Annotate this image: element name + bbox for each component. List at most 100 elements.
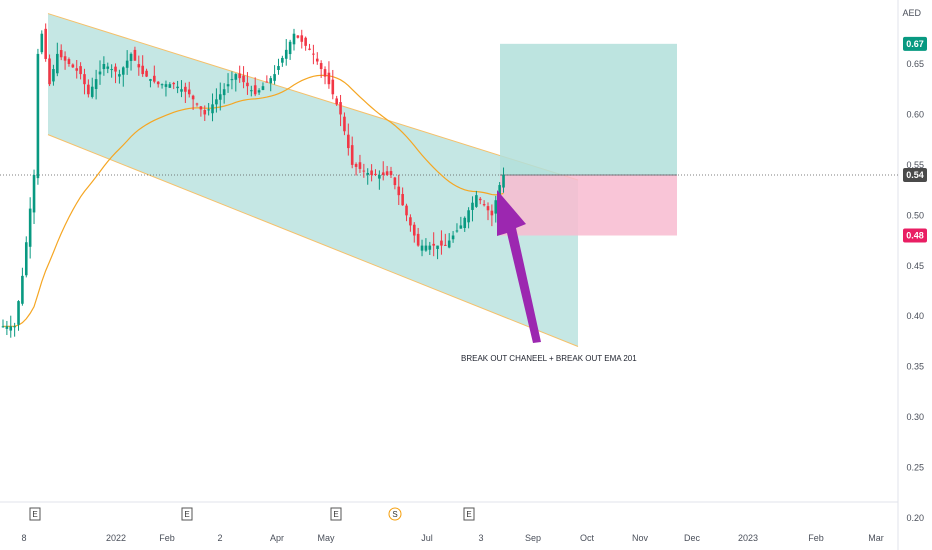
- candle-body[interactable]: [191, 95, 195, 100]
- candle-body[interactable]: [463, 217, 467, 228]
- candle-body[interactable]: [234, 74, 238, 80]
- candle-body[interactable]: [354, 164, 358, 167]
- candle-body[interactable]: [432, 243, 435, 246]
- candle-body[interactable]: [129, 53, 133, 61]
- candle-body[interactable]: [428, 245, 432, 250]
- candle-body[interactable]: [475, 195, 478, 207]
- candle-body[interactable]: [83, 74, 86, 85]
- candle-body[interactable]: [412, 224, 416, 236]
- candle-body[interactable]: [300, 35, 304, 42]
- candle-body[interactable]: [133, 49, 137, 61]
- candle-body[interactable]: [52, 69, 55, 82]
- candle-body[interactable]: [207, 109, 210, 111]
- candle-body[interactable]: [32, 174, 36, 213]
- candle-body[interactable]: [98, 71, 102, 75]
- candle-body[interactable]: [393, 177, 397, 186]
- candle-body[interactable]: [160, 84, 164, 86]
- breakout-arrow[interactable]: [497, 190, 541, 343]
- candle-body[interactable]: [94, 79, 98, 90]
- candle-body[interactable]: [87, 84, 90, 95]
- candle-body[interactable]: [459, 225, 463, 229]
- candle-body[interactable]: [79, 66, 82, 75]
- candle-body[interactable]: [339, 102, 342, 115]
- candle-body[interactable]: [215, 99, 218, 105]
- earnings-event-icon[interactable]: [463, 507, 475, 521]
- candle-body[interactable]: [288, 41, 292, 55]
- candle-body[interactable]: [114, 66, 117, 72]
- candle-body[interactable]: [284, 49, 288, 59]
- candle-body[interactable]: [106, 66, 110, 69]
- candle-body[interactable]: [374, 173, 377, 175]
- candle-body[interactable]: [261, 86, 265, 90]
- candle-body[interactable]: [350, 145, 354, 165]
- candle-body[interactable]: [90, 86, 94, 97]
- candle-body[interactable]: [389, 171, 393, 175]
- candle-body[interactable]: [494, 200, 498, 214]
- ema-line[interactable]: [3, 74, 504, 327]
- candle-body[interactable]: [28, 208, 32, 247]
- candle-body[interactable]: [5, 326, 9, 329]
- candle-body[interactable]: [218, 94, 222, 100]
- candle-body[interactable]: [24, 242, 28, 276]
- candle-body[interactable]: [323, 69, 327, 77]
- candle-body[interactable]: [118, 74, 121, 77]
- candle-body[interactable]: [230, 79, 234, 81]
- candle-body[interactable]: [172, 82, 176, 85]
- candle-body[interactable]: [48, 58, 51, 85]
- candle-body[interactable]: [277, 66, 280, 70]
- candle-body[interactable]: [59, 50, 63, 58]
- candle-body[interactable]: [199, 106, 203, 110]
- candle-body[interactable]: [420, 245, 424, 251]
- earnings-event-icon[interactable]: [181, 507, 193, 521]
- candle-body[interactable]: [265, 81, 269, 83]
- channel-upper-line[interactable]: [47, 13, 579, 181]
- candle-body[interactable]: [222, 89, 226, 96]
- candle-body[interactable]: [335, 98, 338, 105]
- candle-body[interactable]: [502, 174, 505, 188]
- candle-body[interactable]: [304, 37, 307, 46]
- candle-body[interactable]: [226, 84, 230, 87]
- candle-body[interactable]: [13, 326, 16, 328]
- candle-body[interactable]: [296, 35, 300, 38]
- candle-body[interactable]: [250, 90, 253, 92]
- candle-body[interactable]: [187, 89, 191, 95]
- candle-body[interactable]: [343, 116, 346, 132]
- candle-body[interactable]: [195, 103, 199, 105]
- candle-body[interactable]: [424, 245, 428, 251]
- candle-body[interactable]: [211, 104, 214, 114]
- candle-body[interactable]: [176, 86, 179, 89]
- candle-body[interactable]: [137, 64, 141, 68]
- candle-body[interactable]: [401, 194, 404, 206]
- candle-body[interactable]: [409, 217, 412, 226]
- candle-body[interactable]: [397, 186, 401, 196]
- candle-body[interactable]: [436, 245, 439, 249]
- candle-body[interactable]: [331, 79, 335, 95]
- candle-body[interactable]: [36, 53, 40, 179]
- candle-body[interactable]: [242, 75, 245, 83]
- candle-body[interactable]: [21, 275, 24, 304]
- candle-body[interactable]: [75, 68, 79, 71]
- candle-body[interactable]: [490, 210, 494, 216]
- candle-body[interactable]: [358, 162, 362, 169]
- candle-body[interactable]: [168, 84, 172, 88]
- candle-body[interactable]: [164, 84, 168, 87]
- candle-body[interactable]: [269, 78, 273, 84]
- candle-body[interactable]: [347, 134, 350, 149]
- candle-body[interactable]: [455, 230, 459, 232]
- candle-body[interactable]: [478, 198, 482, 201]
- candle-body[interactable]: [184, 86, 187, 92]
- candle-body[interactable]: [153, 75, 156, 82]
- candle-body[interactable]: [385, 171, 389, 175]
- candle-body[interactable]: [156, 81, 160, 85]
- candle-body[interactable]: [498, 185, 501, 201]
- candle-body[interactable]: [405, 205, 408, 216]
- candle-body[interactable]: [203, 110, 207, 115]
- candle-body[interactable]: [71, 64, 75, 68]
- candle-body[interactable]: [246, 82, 249, 87]
- candle-body[interactable]: [238, 73, 241, 79]
- candle-body[interactable]: [253, 85, 257, 95]
- candle-body[interactable]: [40, 33, 44, 53]
- candle-body[interactable]: [381, 172, 385, 175]
